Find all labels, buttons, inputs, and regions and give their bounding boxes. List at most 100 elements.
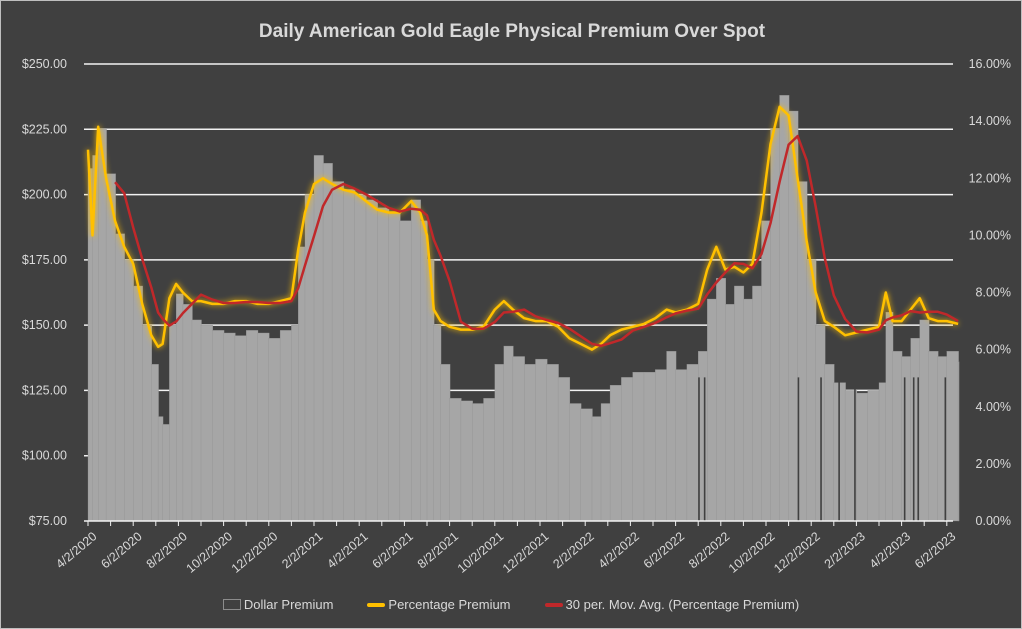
dollar-premium-bar (957, 361, 960, 522)
dollar-premium-zero-day (698, 377, 700, 521)
legend-swatch-percentage (367, 602, 386, 607)
dollar-premium-bar (609, 385, 623, 522)
dollar-premium-bar (725, 304, 736, 522)
dollar-premium-bar (440, 364, 451, 522)
dollar-premium-bar (743, 298, 754, 522)
y-left-tick-label: $75.00 (29, 514, 67, 528)
dollar-premium-bar (919, 319, 930, 522)
dollar-premium-bar (169, 324, 177, 522)
legend: Dollar Premium Percentage Premium 30 per… (1, 597, 1021, 612)
dollar-premium-bar (655, 369, 668, 522)
dollar-premium-bar (512, 356, 525, 522)
dollar-premium-bar (472, 403, 485, 522)
dollar-premium-bar (686, 364, 699, 522)
y-left-tick-label: $150.00 (22, 318, 67, 332)
dollar-premium-bar (707, 298, 717, 522)
y-left-tick-label: $125.00 (22, 383, 67, 397)
dollar-premium-bar (878, 382, 887, 522)
y-left-tick-label: $225.00 (22, 122, 67, 136)
dollar-premium-bar (212, 330, 225, 522)
dollar-premium-bar (98, 129, 107, 522)
x-tick-label: 6/2/2021 (370, 529, 416, 571)
y-right-tick-label: 0.00% (976, 514, 1011, 528)
dollar-premium-bar (142, 324, 152, 522)
dollar-premium-bar (600, 403, 611, 522)
dollar-premium-zero-day (838, 377, 840, 521)
x-tick-label: 2/2/2021 (279, 529, 325, 571)
dollar-premium-bar (133, 285, 143, 522)
legend-item-percentage: Percentage Premium (367, 597, 511, 612)
x-tick-label: 4/2/2020 (53, 529, 99, 571)
dollar-premium-bar (114, 233, 125, 522)
y-right-tick-label: 4.00% (976, 400, 1011, 414)
dollar-premium-bar (494, 364, 505, 522)
chart-title: Daily American Gold Eagle Physical Premi… (259, 21, 766, 42)
dollar-premium-bar (885, 311, 894, 522)
x-tick-label: 2/2/2023 (822, 529, 868, 571)
legend-item-moving-average: 30 per. Mov. Avg. (Percentage Premium) (544, 597, 799, 612)
dollar-premium-bar (377, 207, 390, 522)
dollar-premium-bar (716, 277, 726, 522)
dollar-premium-bar (666, 351, 677, 522)
x-tick-label: 10/2/2021 (455, 529, 507, 576)
dollar-premium-bar (234, 335, 247, 522)
dollar-premium-bar (535, 358, 548, 522)
dollar-premium-bar (182, 304, 193, 522)
dollar-premium-zero-day (797, 377, 800, 521)
dollar-premium-bar (354, 194, 367, 522)
x-tick-label: 10/2/2022 (726, 529, 778, 576)
y-left-tick-label: $175.00 (22, 253, 67, 267)
dollar-premium-bar (223, 332, 236, 522)
dollar-premium-bar (291, 324, 299, 522)
dollar-premium-bar (580, 408, 593, 522)
x-tick-label: 12/2/2020 (229, 529, 281, 576)
y-left-tick-label: $250.00 (22, 57, 67, 71)
dollar-premium-bar (399, 220, 412, 522)
y-right-tick-label: 10.00% (969, 228, 1011, 242)
dollar-premium-bar (365, 199, 378, 522)
dollar-premium-bar (124, 259, 134, 522)
dollar-premium-bar (388, 212, 401, 522)
dollar-premium-bar (304, 194, 315, 522)
y-right-tick-label: 16.00% (969, 57, 1011, 71)
dollar-premium-bar (483, 398, 496, 522)
dollar-premium-bar (200, 324, 213, 522)
dollar-premium-bar (643, 371, 656, 522)
dollar-premium-bar (157, 416, 164, 522)
dollar-premium-bar (191, 319, 202, 522)
dollar-premium-zero-day (854, 377, 856, 521)
dollar-premium-zero-day (903, 377, 906, 521)
dollar-premium-bar (928, 351, 939, 522)
dollar-premium-bar (322, 163, 333, 522)
dollar-premium-zero-day (703, 377, 706, 521)
legend-item-dollar: Dollar Premium (222, 597, 333, 612)
dollar-premium-bar (621, 377, 634, 522)
dollar-premium-bar (734, 285, 745, 522)
x-tick-label: 2/2/2022 (550, 529, 596, 571)
dollar-premium-bar (460, 400, 473, 522)
y-right-tick-label: 8.00% (976, 286, 1011, 300)
legend-swatch-dollar (222, 599, 241, 610)
x-tick-label: 12/2/2021 (500, 529, 552, 576)
dollar-premium-bar (761, 220, 772, 522)
dollar-premium-bar (449, 398, 462, 522)
dollar-premium-bar (946, 351, 959, 522)
y-right-tick-label: 12.00% (969, 171, 1011, 185)
dollar-premium-bar (503, 345, 514, 522)
x-tick-label: 6/2/2023 (912, 529, 958, 571)
dollar-premium-bar (901, 356, 912, 522)
dollar-premium-zero-day (944, 377, 947, 521)
dollar-premium-bar (343, 189, 356, 522)
dollar-premium-bar (569, 403, 582, 522)
dollar-premium-bar (257, 332, 270, 522)
dollar-premium-bar (105, 173, 116, 522)
dollar-premium-zero-day (912, 377, 915, 521)
dollar-premium-bar (824, 364, 835, 522)
y-right-tick-label: 2.00% (976, 457, 1011, 471)
x-tick-label: 10/2/2020 (184, 529, 236, 576)
dollar-premium-bar (279, 330, 293, 522)
dollar-premium-bar (546, 364, 559, 522)
x-tick-label: 4/2/2023 (867, 529, 913, 571)
dollar-premium-bar (175, 293, 184, 522)
